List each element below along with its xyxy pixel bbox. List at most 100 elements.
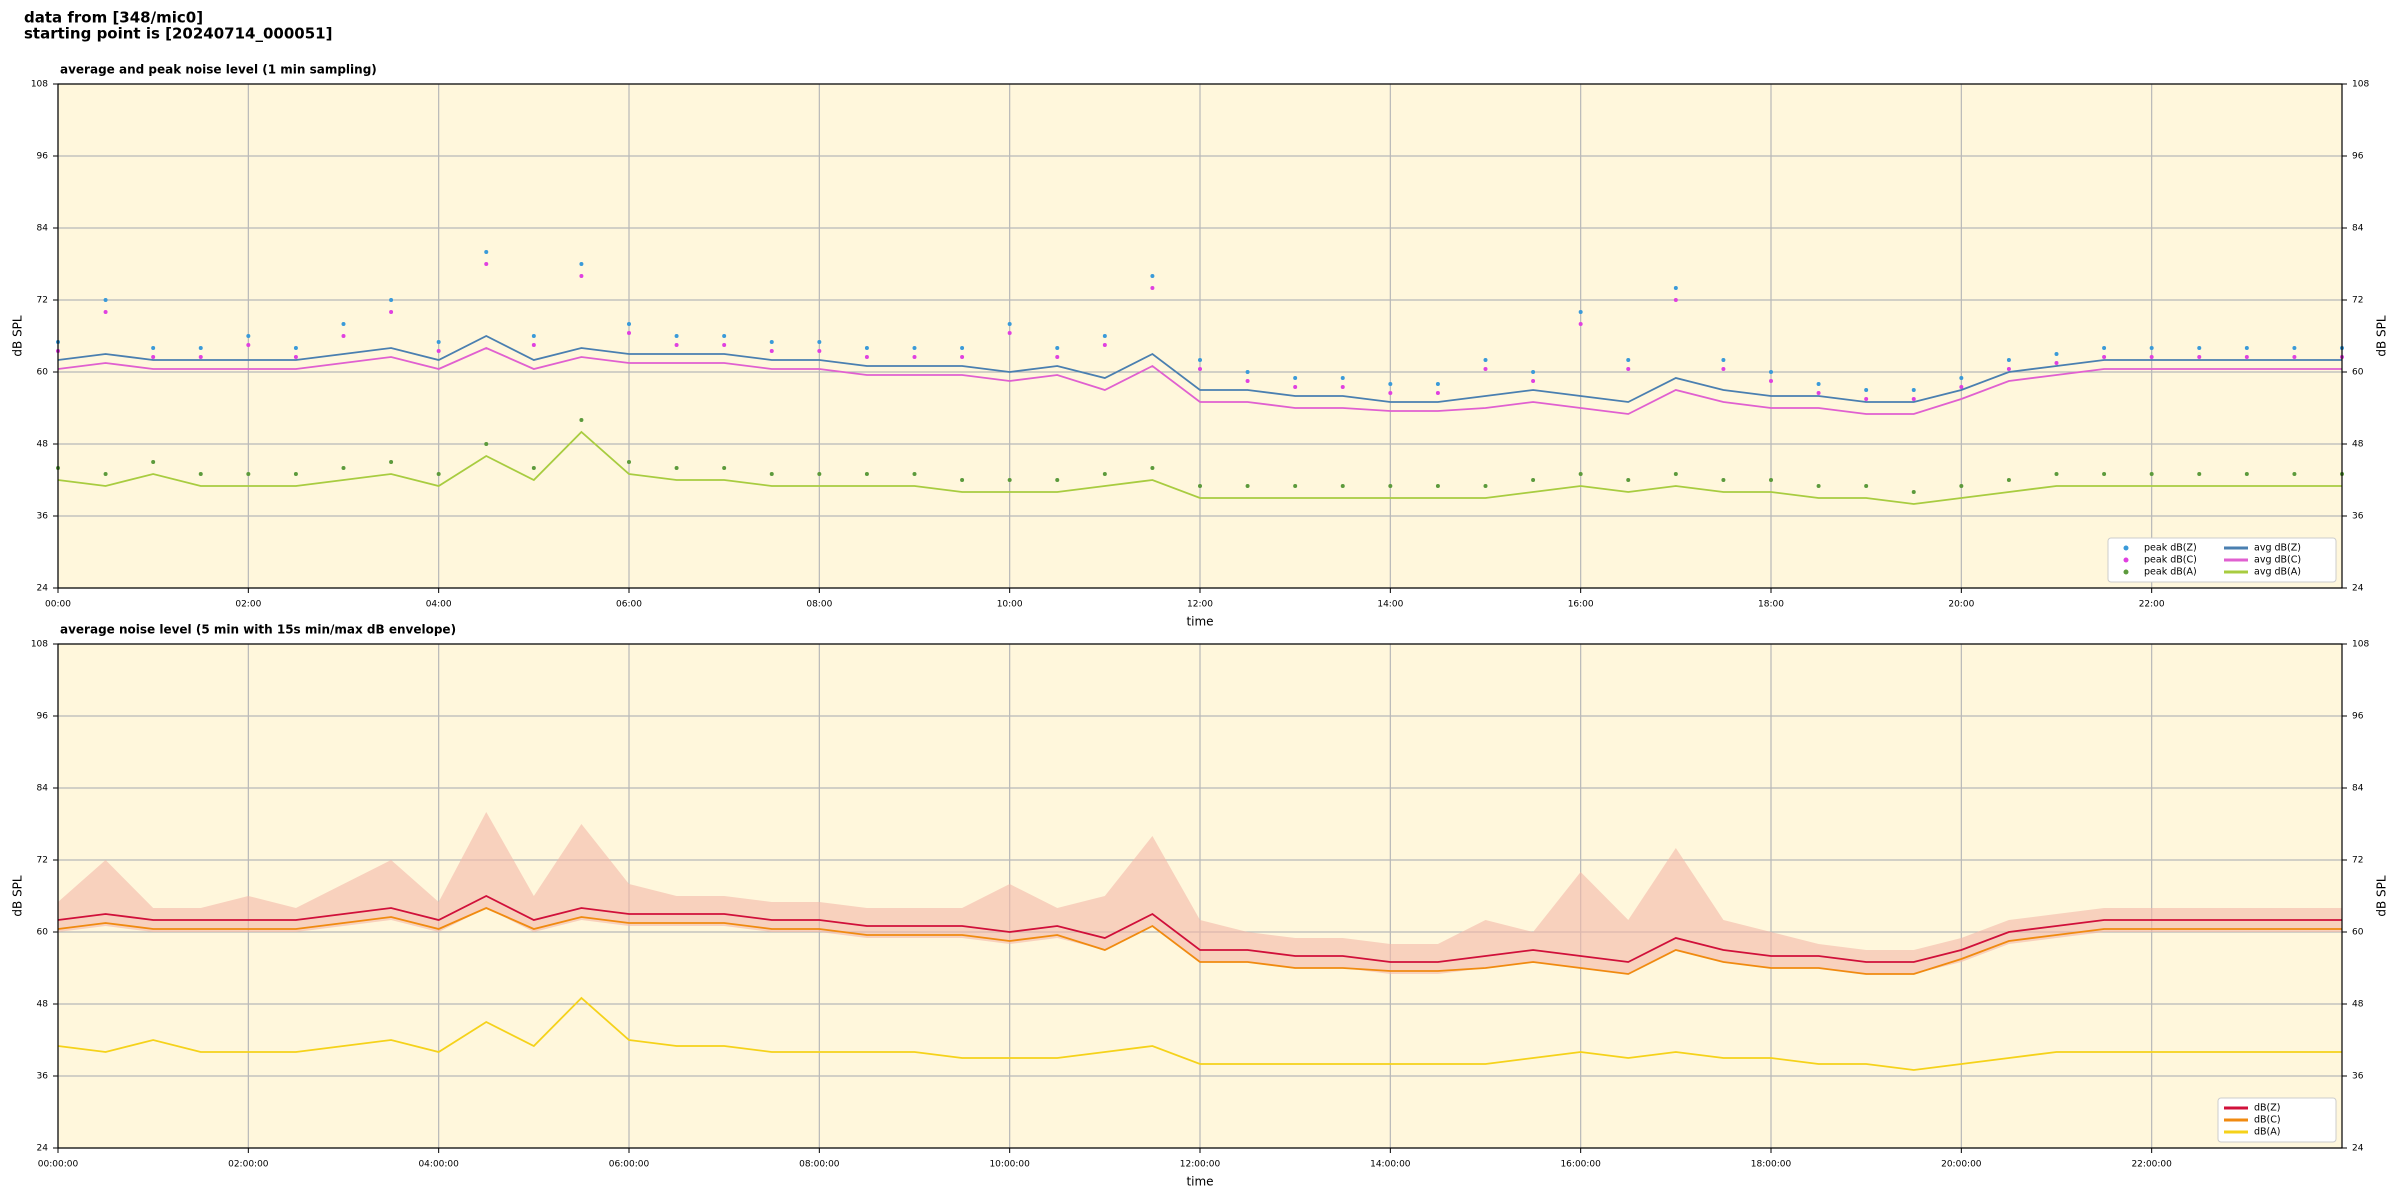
peak-point: [246, 334, 251, 338]
legend-label: dB(A): [2254, 1127, 2280, 1138]
peak-point: [2102, 346, 2107, 350]
series-line: [57, 334, 2342, 403]
peak-point: [864, 346, 869, 350]
peak-point: [627, 460, 631, 464]
y-tick-label: 24: [2352, 1144, 2364, 1154]
header-line: starting point is [20240714_000051]: [24, 25, 332, 43]
x-tick-label: 08:00: [806, 600, 832, 610]
y-axis-label: dB SPL: [2375, 875, 2389, 917]
peak-point: [1578, 310, 1583, 314]
y-tick-label: 60: [37, 928, 49, 938]
y-tick-label: 48: [2352, 440, 2364, 450]
y-tick-label: 48: [2352, 1000, 2364, 1010]
peak-point: [1198, 358, 1202, 362]
plot-frame: [57, 643, 2343, 1149]
peak-point: [912, 472, 917, 476]
peak-point: [912, 346, 917, 350]
peak-point: [1007, 478, 1012, 482]
peak-point: [531, 466, 536, 470]
x-tick-label: 16:00:00: [1560, 1160, 1601, 1170]
peak-point: [1864, 397, 1869, 401]
peak-point: [769, 340, 774, 344]
peak-point: [246, 343, 251, 347]
y-tick-label: 48: [37, 440, 49, 450]
peak-point: [1055, 346, 1060, 350]
peak-point: [1959, 484, 1964, 488]
x-tick-label: 00:00: [45, 600, 71, 610]
peak-point: [1245, 370, 1250, 374]
peak-point: [1673, 298, 1678, 302]
peak-point: [531, 343, 536, 347]
peak-point: [484, 262, 489, 266]
peak-point: [2102, 472, 2107, 476]
y-tick-label: 36: [37, 1072, 49, 1082]
peak-point: [1911, 388, 1916, 392]
peak-point: [293, 355, 298, 359]
x-tick-label: 04:00: [426, 600, 452, 610]
legend-marker: [2123, 557, 2129, 563]
legend-label: dB(Z): [2254, 1103, 2280, 1114]
x-tick-label: 02:00:00: [228, 1160, 269, 1170]
x-tick-label: 22:00: [2139, 600, 2165, 610]
peak-point: [389, 310, 394, 314]
legend-label: peak dB(A): [2144, 567, 2197, 578]
peak-point: [864, 355, 869, 359]
peak-point: [2197, 355, 2202, 359]
plot-frame: [57, 83, 2343, 589]
y-tick-label: 96: [37, 152, 49, 162]
peak-point: [1769, 478, 1773, 482]
peak-point: [674, 343, 679, 347]
peak-point: [103, 472, 108, 476]
peak-point: [198, 355, 203, 359]
y-tick-label: 96: [2352, 152, 2364, 162]
peak-point: [579, 274, 584, 278]
y-tick-label: 36: [2352, 1072, 2364, 1082]
peak-point: [103, 298, 108, 302]
peak-point: [960, 355, 965, 359]
peak-point: [1769, 379, 1773, 383]
peak-point: [1388, 391, 1393, 395]
peak-point: [1102, 472, 1107, 476]
peak-point: [1578, 322, 1583, 326]
peak-point: [1388, 484, 1393, 488]
y-tick-label: 36: [2352, 512, 2364, 522]
peak-point: [1198, 484, 1202, 488]
peak-point: [1626, 358, 1631, 362]
y-tick-label: 60: [2352, 368, 2364, 378]
peak-point: [2244, 472, 2249, 476]
peak-point: [1769, 370, 1773, 374]
peak-point: [769, 472, 774, 476]
peak-point: [1435, 484, 1440, 488]
peak-point: [1578, 472, 1583, 476]
x-tick-label: 18:00:00: [1751, 1160, 1792, 1170]
peak-point: [1626, 478, 1631, 482]
x-tick-label: 16:00: [1568, 600, 1594, 610]
y-tick-label: 72: [2352, 296, 2363, 306]
peak-point: [151, 460, 156, 464]
peak-point: [960, 346, 965, 350]
x-tick-label: 06:00: [616, 600, 642, 610]
peak-point: [2006, 367, 2011, 371]
peak-point: [769, 349, 774, 353]
series-line: [57, 894, 2342, 963]
peak-point: [1293, 484, 1298, 488]
peak-point: [2149, 472, 2154, 476]
peak-point: [722, 343, 727, 347]
peak-point: [1673, 286, 1678, 290]
series-line: [57, 430, 2342, 505]
y-tick-label: 108: [31, 80, 48, 90]
peak-point: [1531, 478, 1536, 482]
x-tick-label: 14:00:00: [1370, 1160, 1411, 1170]
peak-point: [1483, 484, 1488, 488]
peak-point: [1483, 367, 1488, 371]
peak-point: [1150, 286, 1155, 290]
peak-point: [1150, 466, 1155, 470]
x-tick-label: 14:00: [1377, 600, 1403, 610]
peak-point: [198, 346, 203, 350]
peak-point: [2197, 346, 2202, 350]
peak-point: [674, 334, 679, 338]
peak-point: [2054, 472, 2059, 476]
legend-box: [2107, 537, 2337, 583]
series-line: [57, 907, 2342, 975]
